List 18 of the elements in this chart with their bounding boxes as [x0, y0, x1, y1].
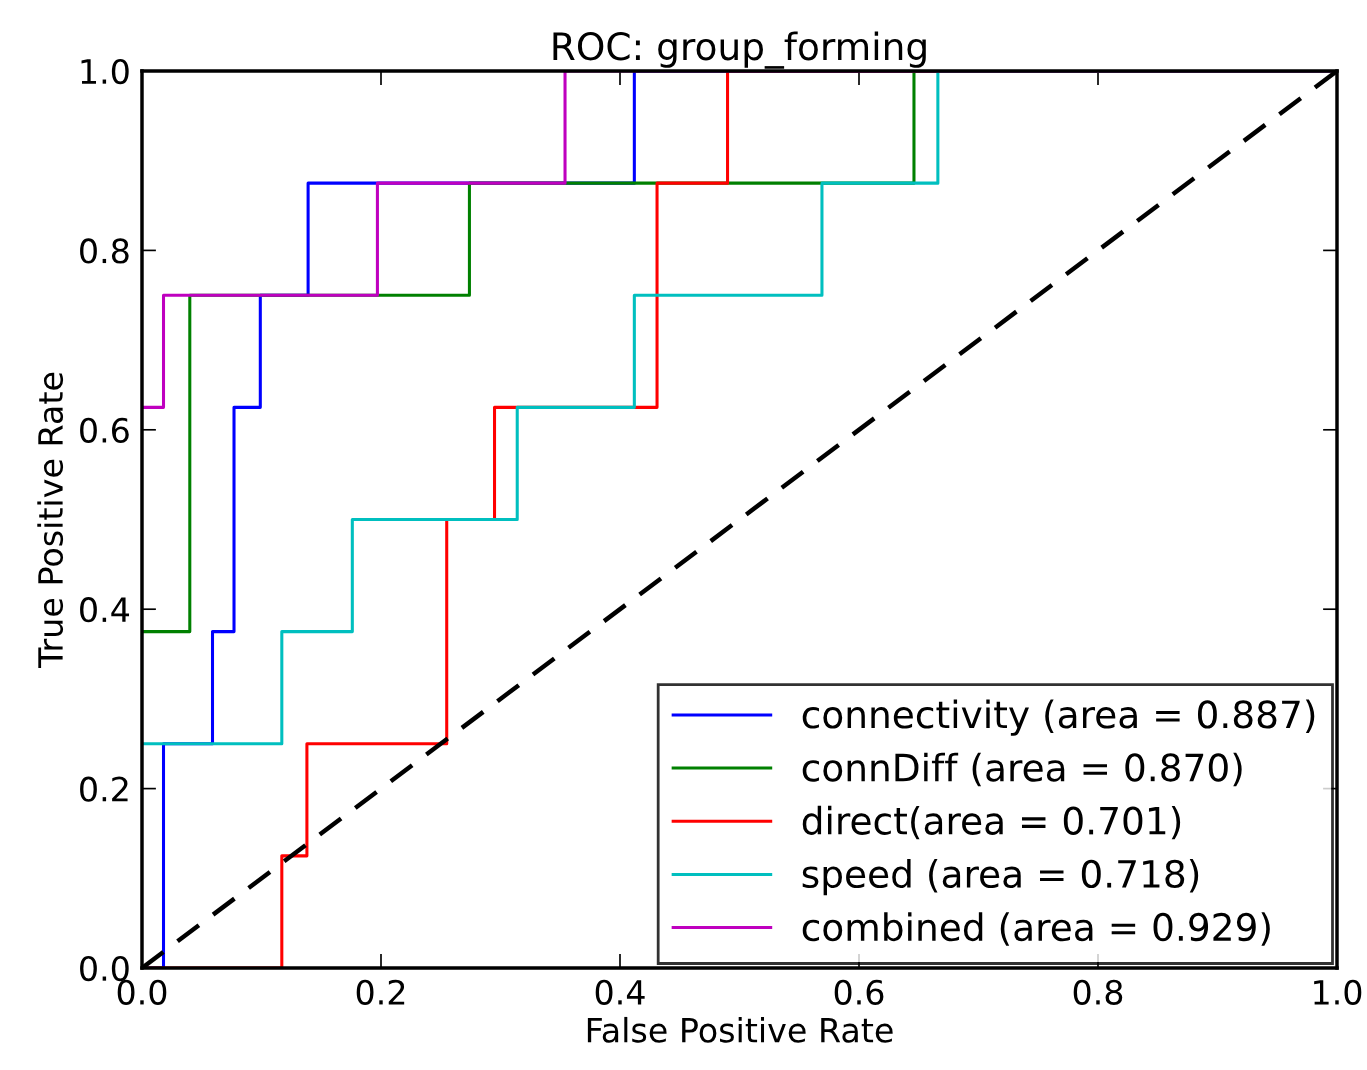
y-tick-label: 1.0: [81, 58, 129, 85]
x-tick-label: 0.2: [356, 979, 405, 1005]
x-tick-label: 1.0: [1314, 979, 1362, 1005]
x-tick-label: 0.6: [834, 979, 884, 1005]
y-axis-title: True Positive Rate: [37, 372, 64, 669]
legend-label: direct(area = 0.701): [802, 805, 1181, 840]
legend-label: speed (area = 0.718): [802, 859, 1199, 896]
legend-label: connectivity (area = 0.887): [802, 699, 1315, 736]
chart-title: ROC: group_forming: [553, 31, 926, 69]
x-axis-title: False Positive Rate: [587, 1016, 893, 1043]
y-tick-label: 0.2: [80, 776, 128, 802]
y-tick-label: 0.6: [80, 417, 129, 443]
y-tick-label: 0.8: [80, 238, 129, 264]
legend-label: combined (area = 0.929): [802, 912, 1270, 946]
x-tick-label: 0.4: [595, 979, 645, 1005]
legend-label: connDiff (area = 0.870): [802, 752, 1242, 787]
x-tick-label: 0.8: [1073, 979, 1123, 1005]
y-tick-label: 0.4: [80, 597, 130, 623]
